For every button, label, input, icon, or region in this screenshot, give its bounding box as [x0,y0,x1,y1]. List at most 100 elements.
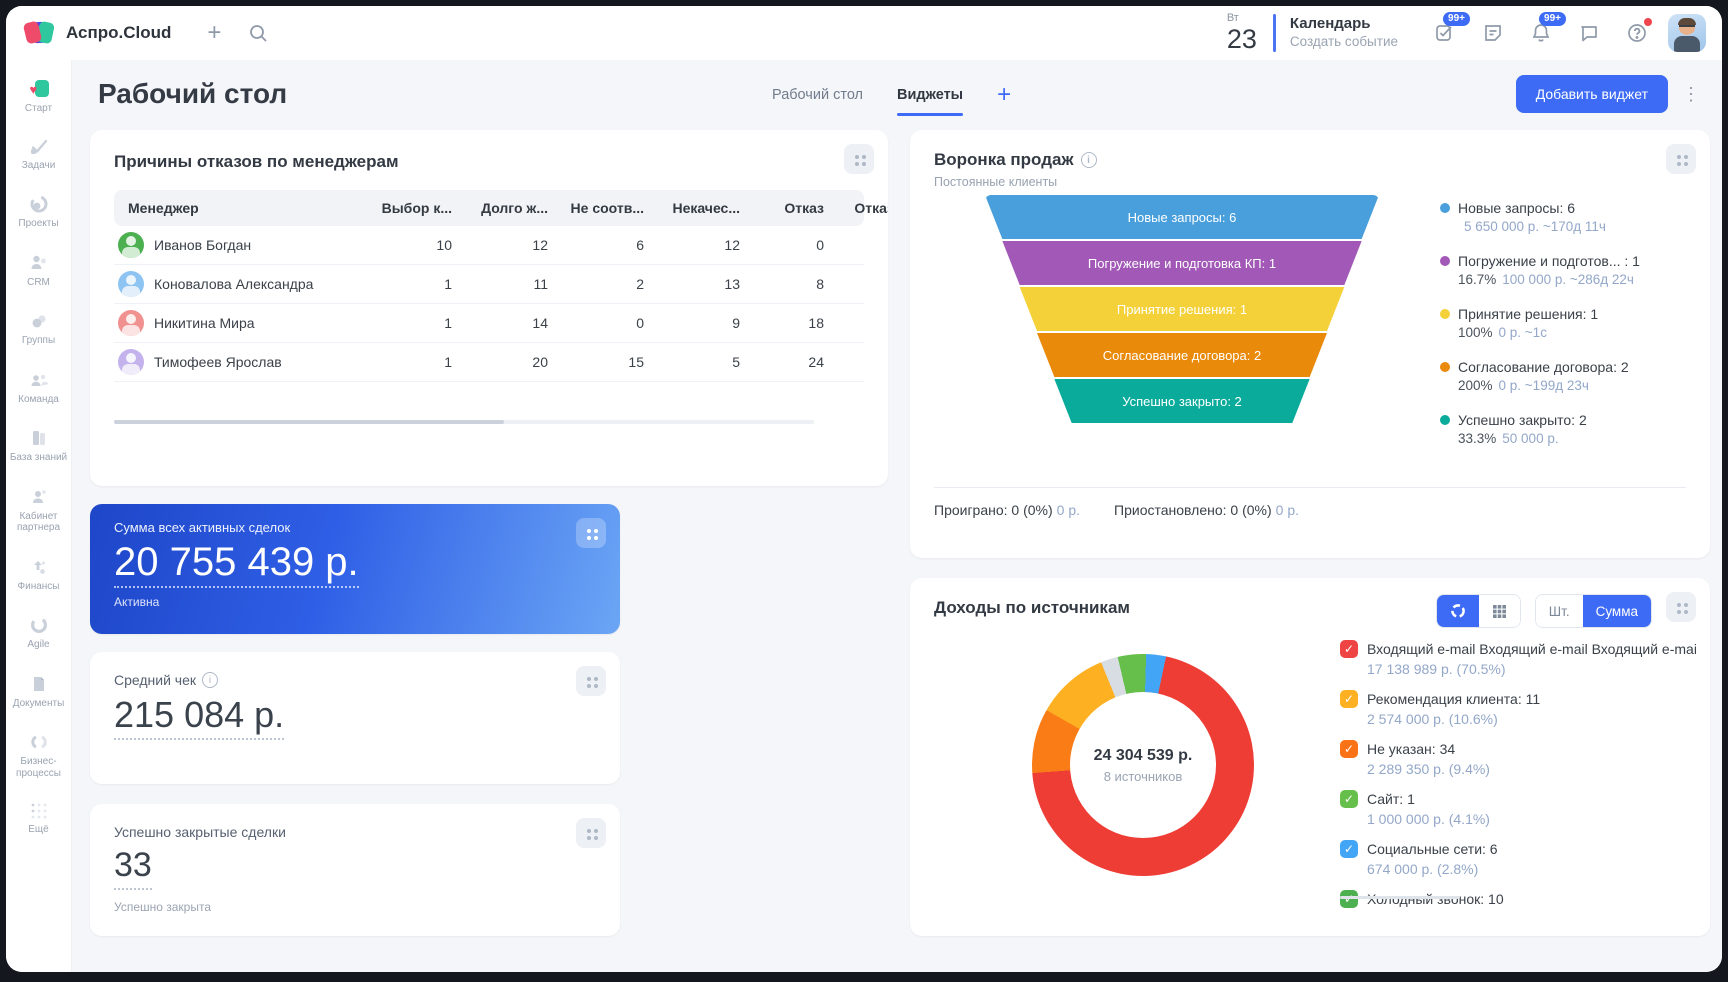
legend-label[interactable]: Новые запросы: 6 [1458,200,1575,216]
drag-handle-icon[interactable] [1666,592,1696,622]
sidebar-item-agile[interactable]: Agile [6,608,71,658]
legend-percent: 100% [1458,325,1493,340]
scrollbar-thumb[interactable] [114,420,504,424]
legend-label[interactable]: Сайт: 1 [1367,791,1415,807]
legend-label[interactable]: Принятие решения: 1 [1458,306,1598,322]
table-view-button[interactable] [1479,595,1520,627]
sidebar-item-more[interactable]: Ещё [6,795,71,843]
chat-icon[interactable] [1572,16,1606,50]
widget-closed-deals: Успешно закрытые сделки 33 Успешно закры… [90,804,620,936]
sidebar-item-business-processes[interactable]: Бизнес-процессы [6,725,71,786]
table-row[interactable]: Никитина Мира 1 14 0 9 18 [114,304,864,343]
divider [934,487,1686,488]
drag-handle-icon[interactable] [576,818,606,848]
legend-checkbox[interactable] [1340,640,1358,658]
calendar-block[interactable]: Календарь Создать событие [1290,15,1398,51]
column-header[interactable]: Менеджер [114,200,366,216]
legend-checkbox[interactable] [1340,690,1358,708]
legend-dot [1440,362,1450,372]
legend-item: Сайт: 1 1 000 000 р. (4.1%) [1340,790,1696,827]
units-toggle-button[interactable]: Шт. [1536,595,1583,627]
tab-widgets[interactable]: Виджеты [897,60,963,130]
sidebar-item-team[interactable]: Команда [6,363,71,413]
sidebar-item-tasks[interactable]: Задачи [6,131,71,179]
sidebar-item-crm[interactable]: CRM [6,246,71,296]
info-icon[interactable]: i [202,672,218,688]
legend-values: 5 650 000 р. ~170д 11ч [1464,219,1606,234]
closed-deals-value[interactable]: 33 [114,848,152,890]
tab-desktop[interactable]: Рабочий стол [772,60,863,130]
legend-label[interactable]: Социальные сети: 6 [1367,841,1498,857]
legend-label[interactable]: Погружение и подготов... : 1 [1458,253,1640,269]
drag-handle-icon[interactable] [576,666,606,696]
column-header[interactable]: Не соотв... [558,200,654,216]
sidebar-item-projects[interactable]: Проекты [6,187,71,237]
funnel-stage[interactable]: Успешно закрыто: 2 [985,379,1379,423]
legend-checkbox[interactable] [1340,790,1358,808]
funnel-stage[interactable]: Согласование договора: 2 [985,333,1379,377]
table-row[interactable]: Иванов Богдан 10 12 6 12 0 [114,226,864,265]
notifications-bell-icon[interactable]: 99+ [1524,16,1558,50]
create-plus-icon[interactable]: + [197,16,231,50]
column-header[interactable]: Отказ [834,200,888,216]
search-icon[interactable] [241,16,275,50]
table-row[interactable]: Коновалова Александра 1 11 2 13 8 [114,265,864,304]
drag-handle-icon[interactable] [576,518,606,548]
tasks-icon[interactable]: 99+ [1428,16,1462,50]
add-tab-icon[interactable]: + [997,81,1011,109]
sidebar-item-groups[interactable]: Группы [6,304,71,354]
add-widget-button[interactable]: Добавить виджет [1516,75,1668,113]
table-row[interactable]: Тимофеев Ярослав 1 20 15 5 24 [114,343,864,382]
date-block[interactable]: Вт 23 [1227,13,1257,53]
legend-values: 0 р. ~1с [1499,325,1547,340]
funnel-stage[interactable]: Новые запросы: 6 [985,195,1379,239]
manager-name[interactable]: Никитина Мира [154,315,255,331]
horizontal-scrollbar[interactable] [114,420,814,424]
column-header[interactable]: Выбор к... [366,200,462,216]
page-menu-kebab-icon[interactable]: ⋮ [1678,75,1704,113]
legend-label[interactable]: Успешно закрыто: 2 [1458,412,1587,428]
legend-label[interactable]: Входящий e-mail Входящий e-mail Входящий… [1367,641,1696,657]
help-icon[interactable] [1620,16,1654,50]
sum-toggle-button[interactable]: Сумма [1583,595,1651,627]
manager-name[interactable]: Тимофеев Ярослав [154,354,282,370]
column-header[interactable]: Отказ [750,200,834,216]
legend-checkbox[interactable] [1340,840,1358,858]
funnel-stage[interactable]: Погружение и подготовка КП: 1 [985,241,1379,285]
column-header[interactable]: Долго ж... [462,200,558,216]
widget-income-sources: Доходы по источникам Шт. Сумма [910,578,1710,936]
cell-value: 20 [462,354,558,370]
active-deals-sum-value[interactable]: 20 755 439 р. [114,541,359,588]
sidebar-item-label: Задачи [22,160,56,172]
finance-icon [29,557,49,577]
info-icon[interactable]: i [1081,152,1097,168]
sidebar-item-knowledge-base[interactable]: База знаний [6,421,71,471]
widget-refusal-reasons: Причины отказов по менеджерам Менеджер В… [90,130,888,486]
manager-name[interactable]: Иванов Богдан [154,237,251,253]
sidebar-item-partner-cabinet[interactable]: Кабинет партнера [6,480,71,541]
user-avatar[interactable] [1668,14,1706,52]
cell-value: 12 [654,237,750,253]
donut-view-button[interactable] [1437,595,1479,627]
calendar-create-event[interactable]: Создать событие [1290,34,1398,51]
average-check-value[interactable]: 215 084 р. [114,696,284,740]
legend-label[interactable]: Холодный звонок: 10 [1367,891,1504,907]
sidebar-item-start[interactable]: ♥ Старт [6,72,71,122]
legend-label[interactable]: Рекомендация клиента: 11 [1367,691,1540,707]
manager-name[interactable]: Коновалова Александра [154,276,313,292]
drag-handle-icon[interactable] [1666,144,1696,174]
column-header[interactable]: Некачес... [654,200,750,216]
sidebar-item-finance[interactable]: Финансы [6,550,71,600]
sidebar-item-documents[interactable]: Документы [6,667,71,717]
funnel-stage[interactable]: Принятие решения: 1 [985,287,1379,331]
drag-handle-icon[interactable] [844,144,874,174]
legend-checkbox[interactable] [1340,740,1358,758]
sidebar-item-label: Команда [18,394,59,406]
legend-label[interactable]: Не указан: 34 [1367,741,1455,757]
app-logo-icon[interactable] [24,20,56,46]
legend-scrollbar[interactable] [1340,896,1460,899]
calendar-title: Календарь [1290,15,1398,34]
notes-icon[interactable] [1476,16,1510,50]
legend-label[interactable]: Согласование договора: 2 [1458,359,1629,375]
legend-checkbox[interactable] [1340,890,1358,908]
